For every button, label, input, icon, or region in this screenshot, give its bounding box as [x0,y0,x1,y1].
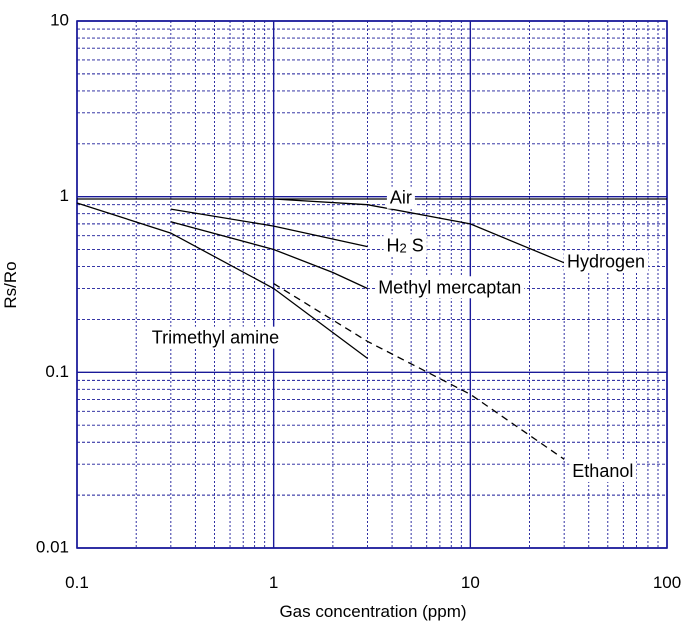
x-tick-label: 0.1 [65,573,89,592]
series-label-bg [375,276,525,299]
series-line-h2s [170,208,368,248]
x-axis-title: Gas concentration (ppm) [279,602,466,621]
series-label-ethanol: Ethanol [572,461,633,481]
major-grid [76,20,668,549]
tick-labels: 0.1 1 10 100 10 1 0.1 0.01 [36,10,681,592]
y-tick-label: 0.01 [36,537,69,556]
y-axis-title: Rs/Ro [1,261,20,308]
y-tick-label: 10 [50,10,69,29]
y-tick-label: 1 [60,186,69,205]
x-tick-label: 1 [269,573,278,592]
series-label-air: Air [390,188,412,208]
series-label-bg [569,459,637,482]
series-label-trimethyl-amine: Trimethyl amine [152,328,279,348]
x-tick-label: 10 [461,573,480,592]
series-label-methyl-mercaptan: Methyl mercaptan [378,277,521,297]
plot-frame [76,20,668,549]
series-line-methyl-mercaptan [170,221,368,290]
series-line-ethanol [273,283,565,460]
series-label-hydrogen: Hydrogen [567,252,645,272]
series-label-h2s: H2 S [387,235,424,256]
series-label-bg [563,250,649,273]
minor-grid [77,21,667,548]
series-line-trimethyl-amine [76,202,368,359]
series-label-bg [148,326,283,349]
series-label-bg [383,234,427,257]
series-line-hydrogen [273,198,565,264]
y-tick-label: 0.1 [45,362,69,381]
series-lines [76,198,667,460]
series-label-bg [386,186,415,209]
x-tick-label: 100 [653,573,681,592]
series-labels: Air Hydrogen H2 S Methyl mercaptan Trimethyl… [148,186,649,482]
